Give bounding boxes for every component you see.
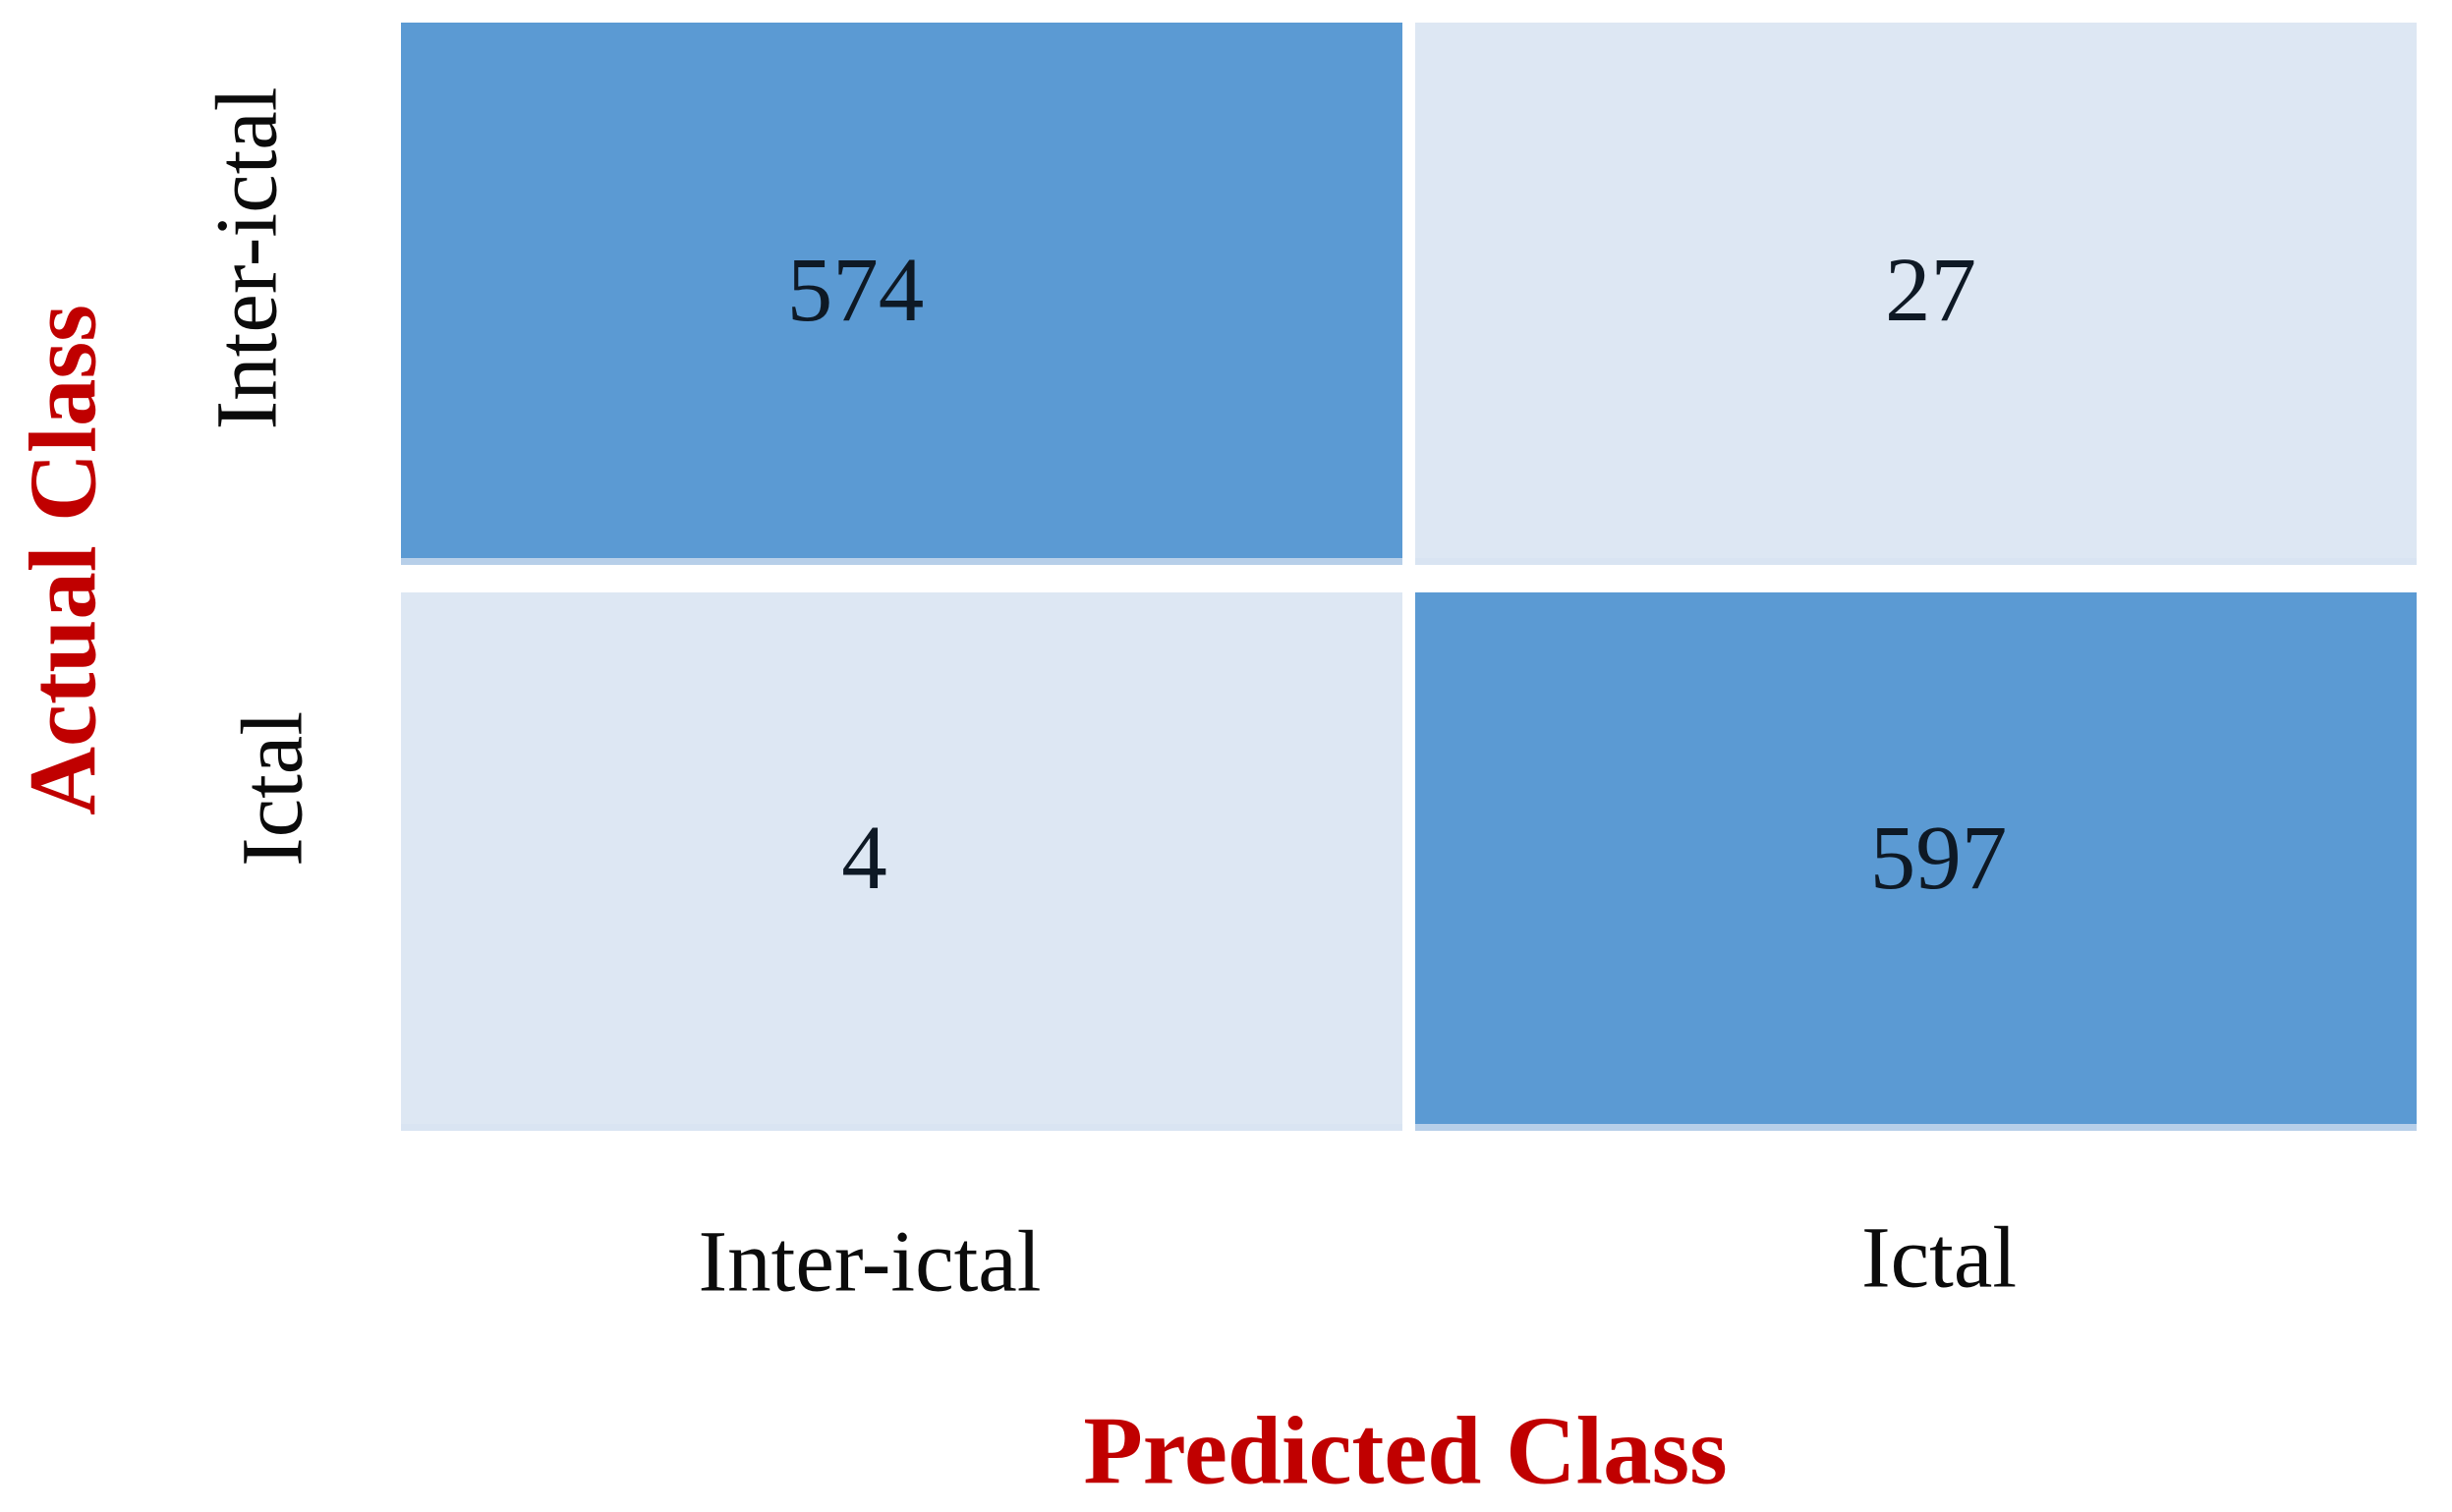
col-label-ictal: Ictal <box>1860 1209 2018 1307</box>
row-label-ictal: Ictal <box>224 710 321 868</box>
cell-value: 27 <box>1885 240 1976 341</box>
cell-actual-ictal-pred-interictal: 4 <box>401 592 1402 1124</box>
cell-actual-interictal-pred-ictal: 27 <box>1415 23 2417 558</box>
cell-value: 597 <box>1869 808 2008 909</box>
y-axis-title: Actual Class <box>10 304 116 816</box>
x-axis-title: Predicted Class <box>1083 1397 1728 1505</box>
cell-actual-interictal-pred-interictal: 574 <box>401 23 1402 558</box>
cell-value: 574 <box>786 240 925 341</box>
cell-value: 4 <box>841 808 887 909</box>
row-label-inter-ictal: Inter-ictal <box>199 86 296 430</box>
cell-actual-ictal-pred-ictal: 597 <box>1415 592 2417 1124</box>
col-label-inter-ictal: Inter-ictal <box>698 1213 1042 1311</box>
